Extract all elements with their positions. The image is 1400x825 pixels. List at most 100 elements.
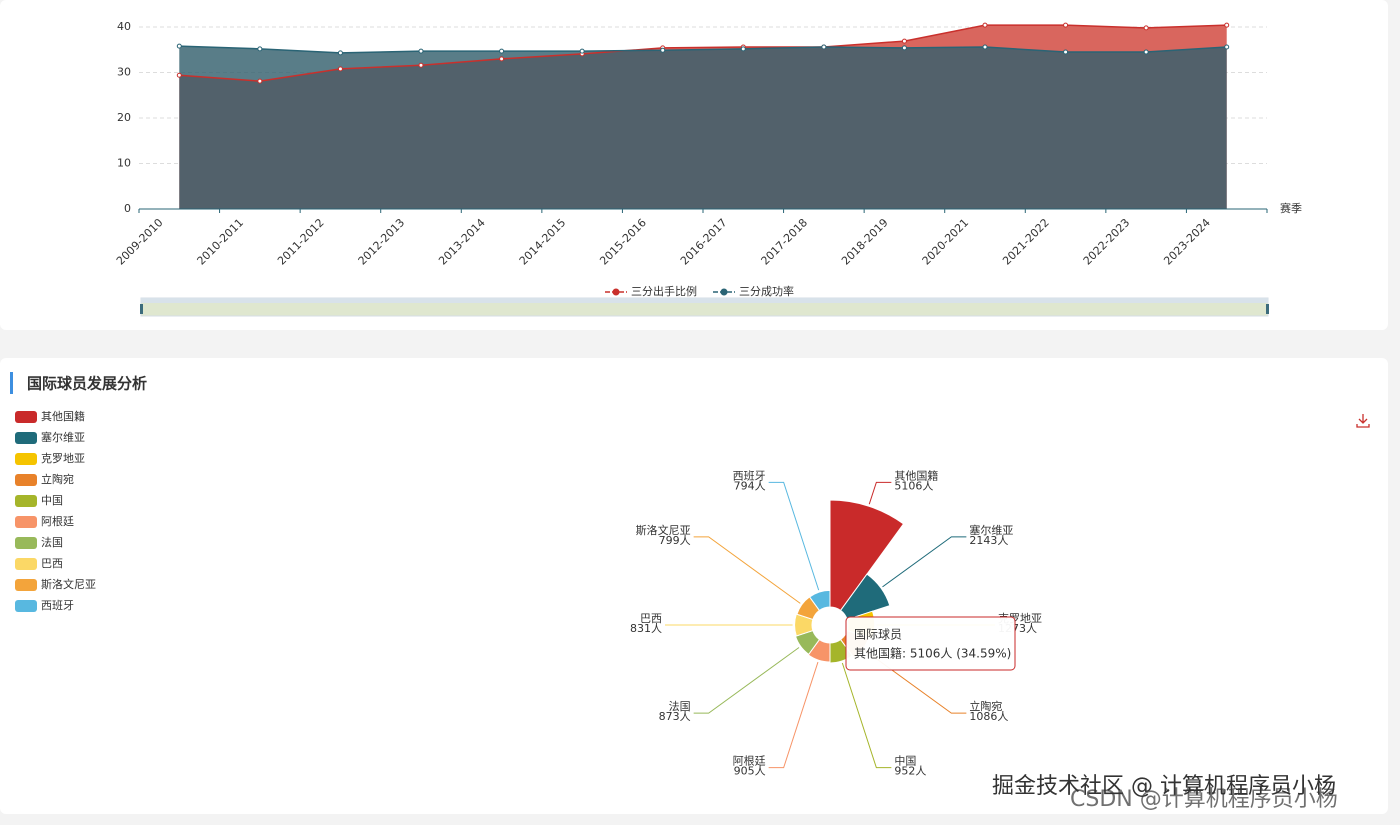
point bbox=[337, 66, 343, 72]
point bbox=[1063, 22, 1069, 28]
tooltip-text: 其他国籍: 5106人 (34.59%) bbox=[854, 646, 1011, 661]
legend-label: 西班牙 bbox=[41, 599, 74, 612]
legend-item[interactable]: 克罗地亚 bbox=[15, 452, 85, 465]
x-axis-label: 赛季 bbox=[1280, 201, 1302, 215]
slice-value-label: 794人 bbox=[734, 479, 766, 492]
download-icon[interactable] bbox=[1356, 414, 1370, 428]
zoom-handle[interactable] bbox=[1266, 304, 1269, 314]
slice-label: 法国 bbox=[669, 699, 691, 713]
tooltip-title: 国际球员 bbox=[854, 628, 902, 642]
rose-slice bbox=[808, 589, 831, 612]
rose-slice bbox=[807, 638, 831, 663]
rose-slice bbox=[829, 499, 905, 612]
legend-label: 法国 bbox=[41, 535, 63, 549]
leader-line bbox=[841, 662, 892, 769]
y-tick-label: 40 bbox=[117, 20, 131, 33]
leader-line bbox=[868, 481, 892, 505]
slice-label: 斯洛文尼亚 bbox=[636, 523, 691, 537]
leader-line bbox=[882, 536, 967, 588]
slice-label: 巴西 bbox=[640, 612, 662, 625]
legend-item[interactable]: 其他国籍 bbox=[15, 409, 85, 423]
legend-item[interactable]: 三分出手比例 bbox=[605, 284, 697, 298]
slice-value-label: 873人 bbox=[659, 710, 691, 723]
data-zoom-bar bbox=[141, 298, 1268, 303]
point bbox=[982, 22, 988, 28]
slice-value-label: 2143人 bbox=[969, 534, 1008, 547]
slice-label: 阿根廷 bbox=[733, 754, 766, 768]
section-title: 国际球员发展分析 bbox=[27, 375, 147, 393]
point bbox=[579, 48, 585, 54]
legend-label: 阿根廷 bbox=[41, 514, 74, 528]
legend-label: 三分成功率 bbox=[739, 284, 794, 298]
leader-line bbox=[768, 661, 819, 769]
point bbox=[1063, 49, 1069, 55]
rose-slice bbox=[839, 573, 891, 621]
legend-item[interactable]: 西班牙 bbox=[15, 599, 74, 612]
legend-item[interactable]: 立陶宛 bbox=[15, 472, 74, 486]
slice-value-label: 952人 bbox=[894, 765, 926, 778]
slice-label: 立陶宛 bbox=[969, 699, 1002, 713]
zoom-handle[interactable] bbox=[140, 304, 143, 314]
slice-value-label: 831人 bbox=[630, 622, 662, 635]
point bbox=[821, 44, 827, 50]
line bbox=[179, 45, 1227, 54]
y-tick-label: 30 bbox=[117, 66, 131, 79]
y-tick-label: 0 bbox=[124, 202, 131, 215]
legend-label: 克罗地亚 bbox=[41, 452, 85, 465]
legend-item[interactable]: 斯洛文尼亚 bbox=[15, 577, 96, 591]
legend-label: 其他国籍 bbox=[41, 409, 85, 423]
leader-line bbox=[693, 647, 800, 714]
leader-line bbox=[693, 536, 801, 604]
legend-swatch bbox=[15, 411, 37, 423]
legend-swatch bbox=[15, 516, 37, 528]
slice-label: 其他国籍 bbox=[894, 468, 938, 482]
slice-value-label: 1086人 bbox=[969, 710, 1008, 723]
legend-label: 中国 bbox=[41, 494, 63, 507]
legend-label: 巴西 bbox=[41, 557, 63, 570]
legend-item[interactable]: 塞尔维亚 bbox=[15, 430, 85, 444]
point bbox=[176, 43, 182, 49]
point bbox=[740, 46, 746, 52]
legend-swatch bbox=[15, 432, 37, 444]
legend-item[interactable]: 中国 bbox=[15, 494, 63, 507]
leader-line bbox=[768, 481, 820, 591]
slice-label: 塞尔维亚 bbox=[969, 523, 1013, 537]
slice-label: 中国 bbox=[894, 755, 916, 768]
rose-slice bbox=[794, 613, 814, 637]
point bbox=[901, 38, 907, 44]
point bbox=[901, 45, 907, 51]
y-tick-label: 10 bbox=[117, 157, 131, 170]
slice-value-label: 5106人 bbox=[894, 479, 933, 492]
y-tick-label: 20 bbox=[117, 111, 131, 124]
area bbox=[179, 46, 1227, 209]
rose-slice bbox=[794, 629, 821, 656]
leader-line bbox=[864, 649, 967, 714]
legend-item[interactable]: 巴西 bbox=[15, 557, 63, 570]
line bbox=[179, 24, 1227, 82]
point bbox=[1143, 25, 1149, 31]
title-bar bbox=[10, 372, 13, 394]
point bbox=[982, 44, 988, 50]
legend-swatch bbox=[15, 579, 37, 591]
legend-item[interactable]: 三分成功率 bbox=[713, 284, 794, 298]
point bbox=[257, 78, 263, 84]
point bbox=[660, 47, 666, 53]
tooltip-box bbox=[845, 616, 1016, 671]
watermark: 掘金技术社区 @ 计算机程序员小杨 bbox=[992, 774, 1336, 799]
point bbox=[176, 72, 182, 78]
slice-value-label: 905人 bbox=[734, 765, 766, 778]
point bbox=[418, 62, 424, 68]
point bbox=[1143, 49, 1149, 55]
card bbox=[0, 358, 1388, 814]
legend-dot bbox=[612, 288, 620, 296]
point bbox=[1224, 22, 1230, 28]
point bbox=[257, 46, 263, 52]
legend-label: 斯洛文尼亚 bbox=[41, 577, 96, 591]
legend-item[interactable]: 法国 bbox=[15, 535, 63, 549]
legend-dot bbox=[720, 288, 728, 296]
legend-swatch bbox=[15, 600, 37, 612]
legend-swatch bbox=[15, 495, 37, 507]
legend-item[interactable]: 阿根廷 bbox=[15, 514, 74, 528]
slice-label: 西班牙 bbox=[733, 469, 766, 482]
legend-swatch bbox=[15, 537, 37, 549]
